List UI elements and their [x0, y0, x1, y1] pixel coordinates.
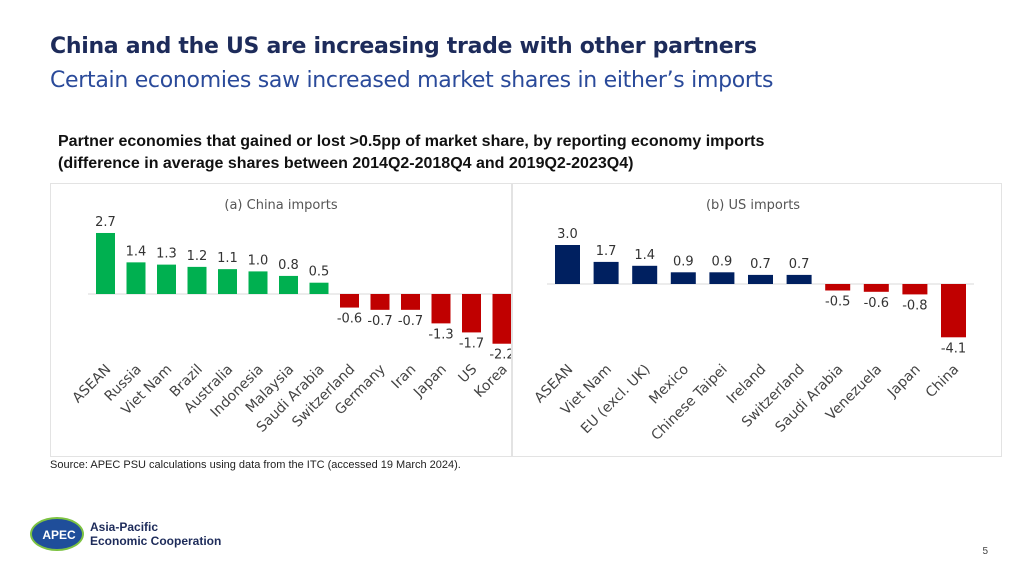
china-bar-malaysia: [279, 275, 298, 294]
apec-logo-mark: APEC: [42, 528, 76, 542]
china-data-label-viet-nam: 1.3: [156, 247, 177, 262]
china-bar-asean: [96, 232, 115, 294]
china-bar-indonesia: [248, 271, 268, 294]
china-bar-germany: [370, 294, 390, 310]
china-bar-russia: [126, 262, 146, 294]
china-data-label-germany: -0.7: [367, 314, 392, 329]
china-data-label-indonesia: 1.0: [248, 253, 269, 268]
apec-logo-text: Asia-Pacific Economic Cooperation: [90, 520, 221, 548]
china-data-label-saudi-arabia: 0.5: [309, 265, 330, 280]
chart-heading: Partner economies that gained or lost >0…: [58, 131, 764, 175]
chart-heading-line1: Partner economies that gained or lost >0…: [58, 133, 765, 150]
china-bar-korea: [492, 294, 511, 344]
china-data-label-japan: -1.3: [428, 327, 453, 342]
us-bar-china: [941, 284, 966, 338]
china-data-label-asean: 2.7: [95, 215, 116, 230]
us-bar-chinese-taipei: [709, 272, 735, 284]
us-bar-japan: [902, 284, 928, 295]
china-data-label-brazil: 1.2: [187, 249, 208, 264]
us-data-label-chinese-taipei: 0.9: [712, 254, 733, 269]
page-number: 5: [982, 546, 988, 557]
china-data-label-us: -1.7: [459, 336, 484, 351]
china-data-label-australia: 1.1: [217, 251, 238, 266]
us-bar-switzerland: [786, 274, 812, 284]
us-bar-ireland: [748, 274, 773, 284]
china-bar-switzerland: [340, 294, 359, 308]
us-data-label-china: -4.1: [941, 341, 966, 356]
us-bar-asean: [555, 245, 580, 284]
china-data-label-russia: 1.4: [126, 244, 147, 259]
china-data-label-switzerland: -0.6: [337, 312, 362, 327]
us-data-label-viet-nam: 1.7: [596, 244, 617, 259]
china-bar-viet-nam: [157, 264, 176, 294]
us-bar-mexico: [670, 272, 696, 284]
china-category-label-korea: Korea: [471, 362, 510, 401]
china-data-label-korea: -2.2: [489, 348, 511, 363]
china-chart-title: (a) China imports: [224, 198, 337, 213]
us-data-label-ireland: 0.7: [750, 257, 771, 272]
us-bar-venezuela: [863, 284, 889, 292]
china-bar-brazil: [187, 266, 207, 294]
us-category-label-eu-excl-uk: EU (excl. UK): [578, 362, 654, 438]
us-data-label-eu-excl-uk: 1.4: [634, 248, 655, 263]
chart-heading-line2: (difference in average shares between 20…: [58, 155, 634, 172]
slide-title: China and the US are increasing trade wi…: [50, 34, 757, 59]
china-bar-us: [462, 294, 481, 333]
us-bar-eu-excl-uk: [632, 265, 658, 284]
china-bar-japan: [431, 294, 451, 324]
china-bar-saudi-arabia: [309, 282, 329, 294]
apec-logo-line2: Economic Cooperation: [90, 534, 222, 548]
apec-logo-line1: Asia-Pacific: [90, 520, 159, 534]
us-data-label-switzerland: 0.7: [789, 257, 810, 272]
apec-globe-icon: APEC: [30, 517, 84, 551]
slide-subtitle: Certain economies saw increased market s…: [50, 68, 774, 93]
china-category-label-us: US: [455, 361, 480, 386]
us-imports-chart: (b) US imports 3.0 ASEAN 1.7 Viet Nam 1.4 EU (…: [512, 183, 1002, 457]
us-chart-title: (b) US imports: [706, 198, 800, 213]
source-note: Source: APEC PSU calculations using data…: [50, 459, 461, 471]
us-data-label-mexico: 0.9: [673, 254, 694, 269]
china-category-label-japan: Japan: [410, 362, 450, 402]
us-category-label-japan: Japan: [884, 362, 924, 402]
us-data-label-japan: -0.8: [902, 298, 927, 313]
us-data-label-venezuela: -0.6: [864, 296, 889, 311]
us-data-label-saudi-arabia: -0.5: [825, 295, 850, 310]
china-data-label-iran: -0.7: [398, 314, 423, 329]
china-bar-australia: [218, 269, 237, 294]
china-data-label-malaysia: 0.8: [278, 258, 299, 273]
china-imports-chart: (a) China imports 2.7 ASEAN 1.4 Russia 1.3 Vie…: [50, 183, 512, 457]
us-bar-saudi-arabia: [825, 284, 851, 291]
us-data-label-asean: 3.0: [557, 227, 578, 242]
us-category-label-china: China: [923, 362, 963, 402]
china-imports-svg: (a) China imports2.7ASEAN1.4Russia1.3Vie…: [70, 198, 511, 436]
china-bar-iran: [401, 294, 420, 310]
us-bar-viet-nam: [593, 261, 619, 284]
apec-logo: APEC Asia-Pacific Economic Cooperation: [30, 517, 230, 553]
